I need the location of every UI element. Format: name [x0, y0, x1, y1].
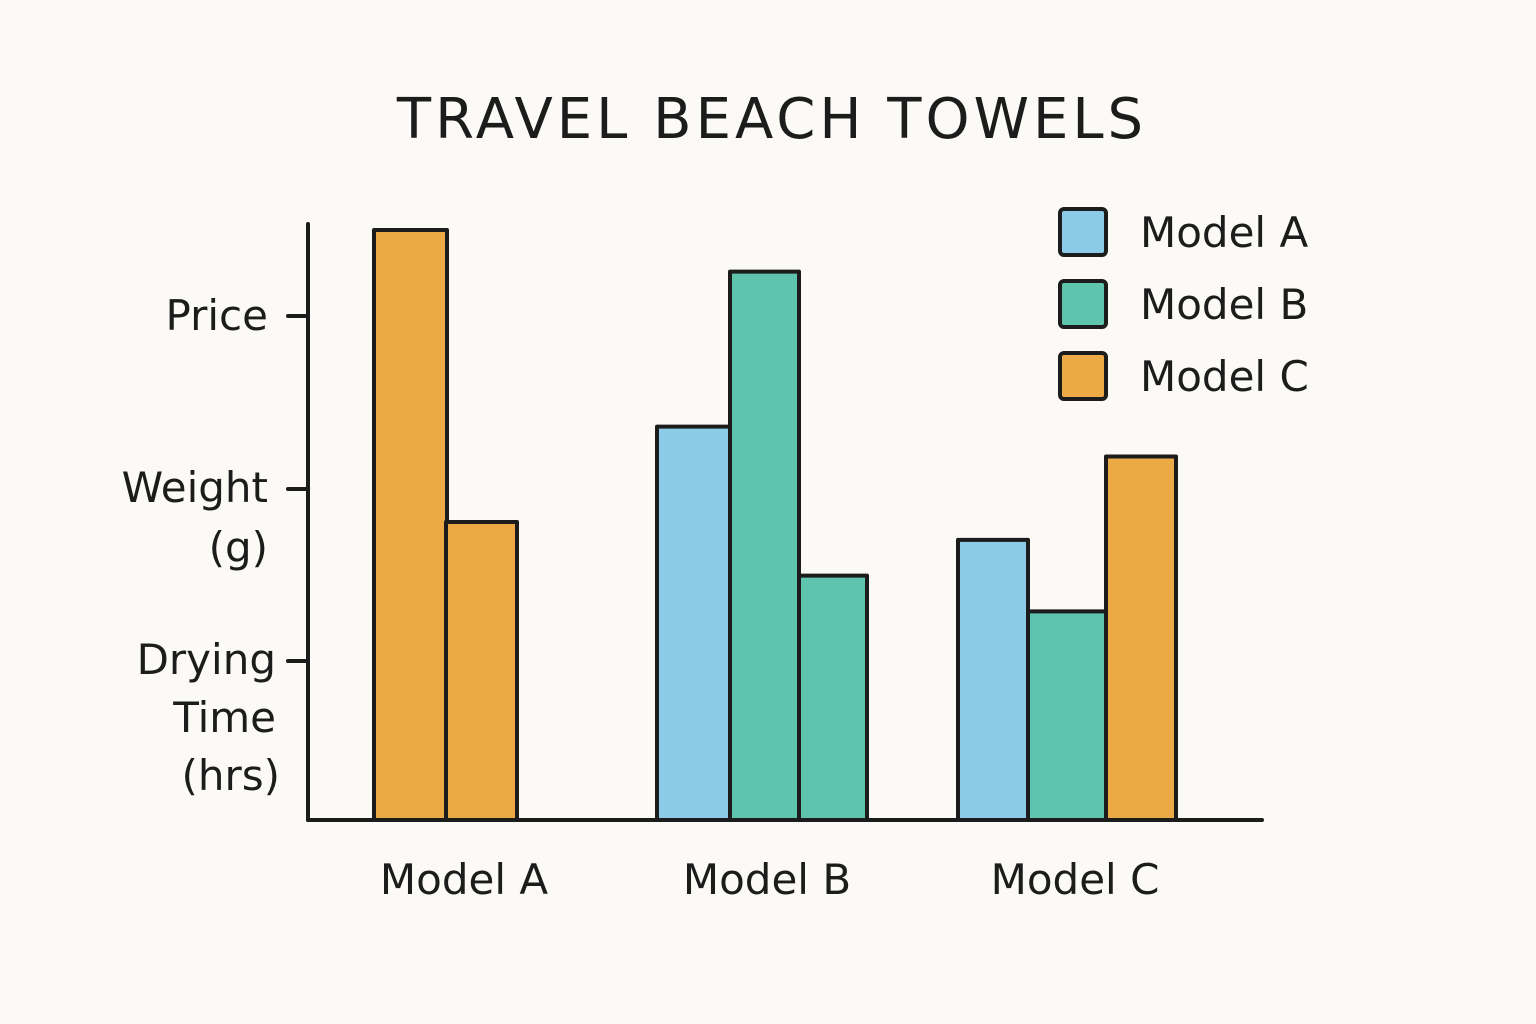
legend-swatch	[1058, 207, 1108, 257]
y-tick-label: (g)	[209, 523, 268, 572]
y-tick-label: (hrs)	[181, 751, 280, 800]
bar-model-c-model-b	[1026, 609, 1108, 823]
legend-swatch	[1058, 279, 1108, 329]
bar-model-a-model-c	[372, 227, 449, 822]
legend-swatch	[1058, 351, 1108, 401]
chart-title: TRAVEL BEACH TOWELS	[396, 87, 1147, 152]
legend-label: Model B	[1140, 280, 1308, 329]
x-tick-label: Model C	[991, 855, 1160, 904]
bar-model-b-model-a	[655, 424, 732, 822]
y-tick-label: Weight	[122, 463, 268, 512]
x-labels: Model A Model B Model C	[380, 855, 1159, 904]
y-tick-label: Time	[172, 693, 276, 742]
bar-model-a-model-c	[444, 520, 519, 822]
x-tick-label: Model A	[380, 855, 548, 904]
y-tick-label: Price	[166, 291, 268, 340]
y-tick-label: Drying	[137, 635, 276, 684]
legend-label: Model A	[1140, 208, 1308, 257]
bar-model-b-model-b	[728, 269, 801, 822]
y-ticks: Price Weight (g) Drying Time (hrs)	[122, 291, 310, 800]
legend-label: Model C	[1140, 352, 1309, 401]
bar-model-b-model-b	[797, 573, 869, 823]
legend: Model A Model B Model C	[1058, 207, 1309, 401]
x-tick-label: Model B	[683, 855, 851, 904]
bar-model-c-model-a	[956, 537, 1030, 822]
bar-model-c-model-c	[1104, 454, 1178, 822]
bars	[372, 227, 1178, 823]
